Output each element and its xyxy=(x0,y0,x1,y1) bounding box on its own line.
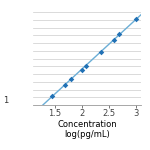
Point xyxy=(85,65,87,67)
Point xyxy=(70,78,72,80)
X-axis label: Concentration
log(pg/mL): Concentration log(pg/mL) xyxy=(57,120,117,139)
Point xyxy=(118,33,121,36)
Point xyxy=(64,83,67,86)
Point xyxy=(113,39,115,41)
Point xyxy=(51,94,54,97)
Point xyxy=(99,51,102,53)
Text: 1: 1 xyxy=(3,96,8,105)
Point xyxy=(134,18,137,21)
Point xyxy=(80,68,83,71)
